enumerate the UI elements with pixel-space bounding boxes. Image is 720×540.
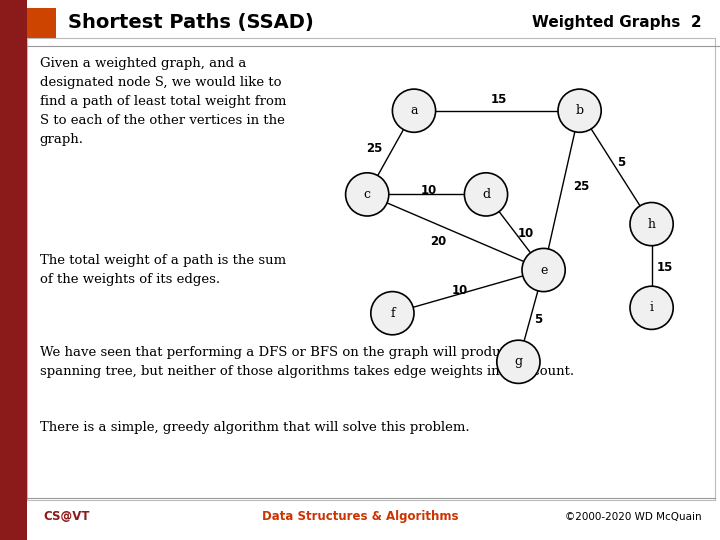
Ellipse shape [392, 89, 436, 132]
Ellipse shape [346, 173, 389, 216]
Text: c: c [364, 188, 371, 201]
Text: 15: 15 [491, 93, 507, 106]
Ellipse shape [371, 292, 414, 335]
Text: b: b [575, 104, 584, 117]
Text: d: d [482, 188, 490, 201]
Ellipse shape [558, 89, 601, 132]
Text: Weighted Graphs  2: Weighted Graphs 2 [532, 15, 702, 30]
Ellipse shape [630, 202, 673, 246]
Text: 25: 25 [574, 180, 590, 193]
Ellipse shape [630, 286, 673, 329]
Text: 10: 10 [451, 284, 467, 297]
Text: 10: 10 [421, 184, 437, 197]
Text: The total weight of a path is the sum
of the weights of its edges.: The total weight of a path is the sum of… [40, 254, 286, 286]
Text: i: i [649, 301, 654, 314]
Text: h: h [647, 218, 656, 231]
Text: Shortest Paths (SSAD): Shortest Paths (SSAD) [68, 13, 314, 32]
Bar [27, 8, 56, 38]
Text: 20: 20 [430, 235, 446, 248]
Text: Data Structures & Algorithms: Data Structures & Algorithms [262, 510, 458, 523]
Text: g: g [514, 355, 523, 368]
Ellipse shape [522, 248, 565, 292]
Ellipse shape [464, 173, 508, 216]
Bar [0, 0, 27, 540]
Text: ©2000-2020 WD McQuain: ©2000-2020 WD McQuain [565, 512, 702, 522]
Ellipse shape [497, 340, 540, 383]
Text: 15: 15 [657, 261, 672, 274]
Text: We have seen that performing a DFS or BFS on the graph will produce a
spanning t: We have seen that performing a DFS or BF… [40, 346, 574, 377]
Text: There is a simple, greedy algorithm that will solve this problem.: There is a simple, greedy algorithm that… [40, 421, 469, 434]
Bar [27, 38, 715, 500]
Text: 5: 5 [617, 156, 626, 168]
Text: f: f [390, 307, 395, 320]
Text: 5: 5 [534, 313, 543, 326]
Text: e: e [540, 264, 547, 276]
Text: 10: 10 [518, 227, 534, 240]
Text: a: a [410, 104, 418, 117]
Text: CS@VT: CS@VT [43, 510, 90, 523]
Text: 25: 25 [366, 142, 382, 155]
Text: Given a weighted graph, and a
designated node S, we would like to
find a path of: Given a weighted graph, and a designated… [40, 57, 286, 146]
